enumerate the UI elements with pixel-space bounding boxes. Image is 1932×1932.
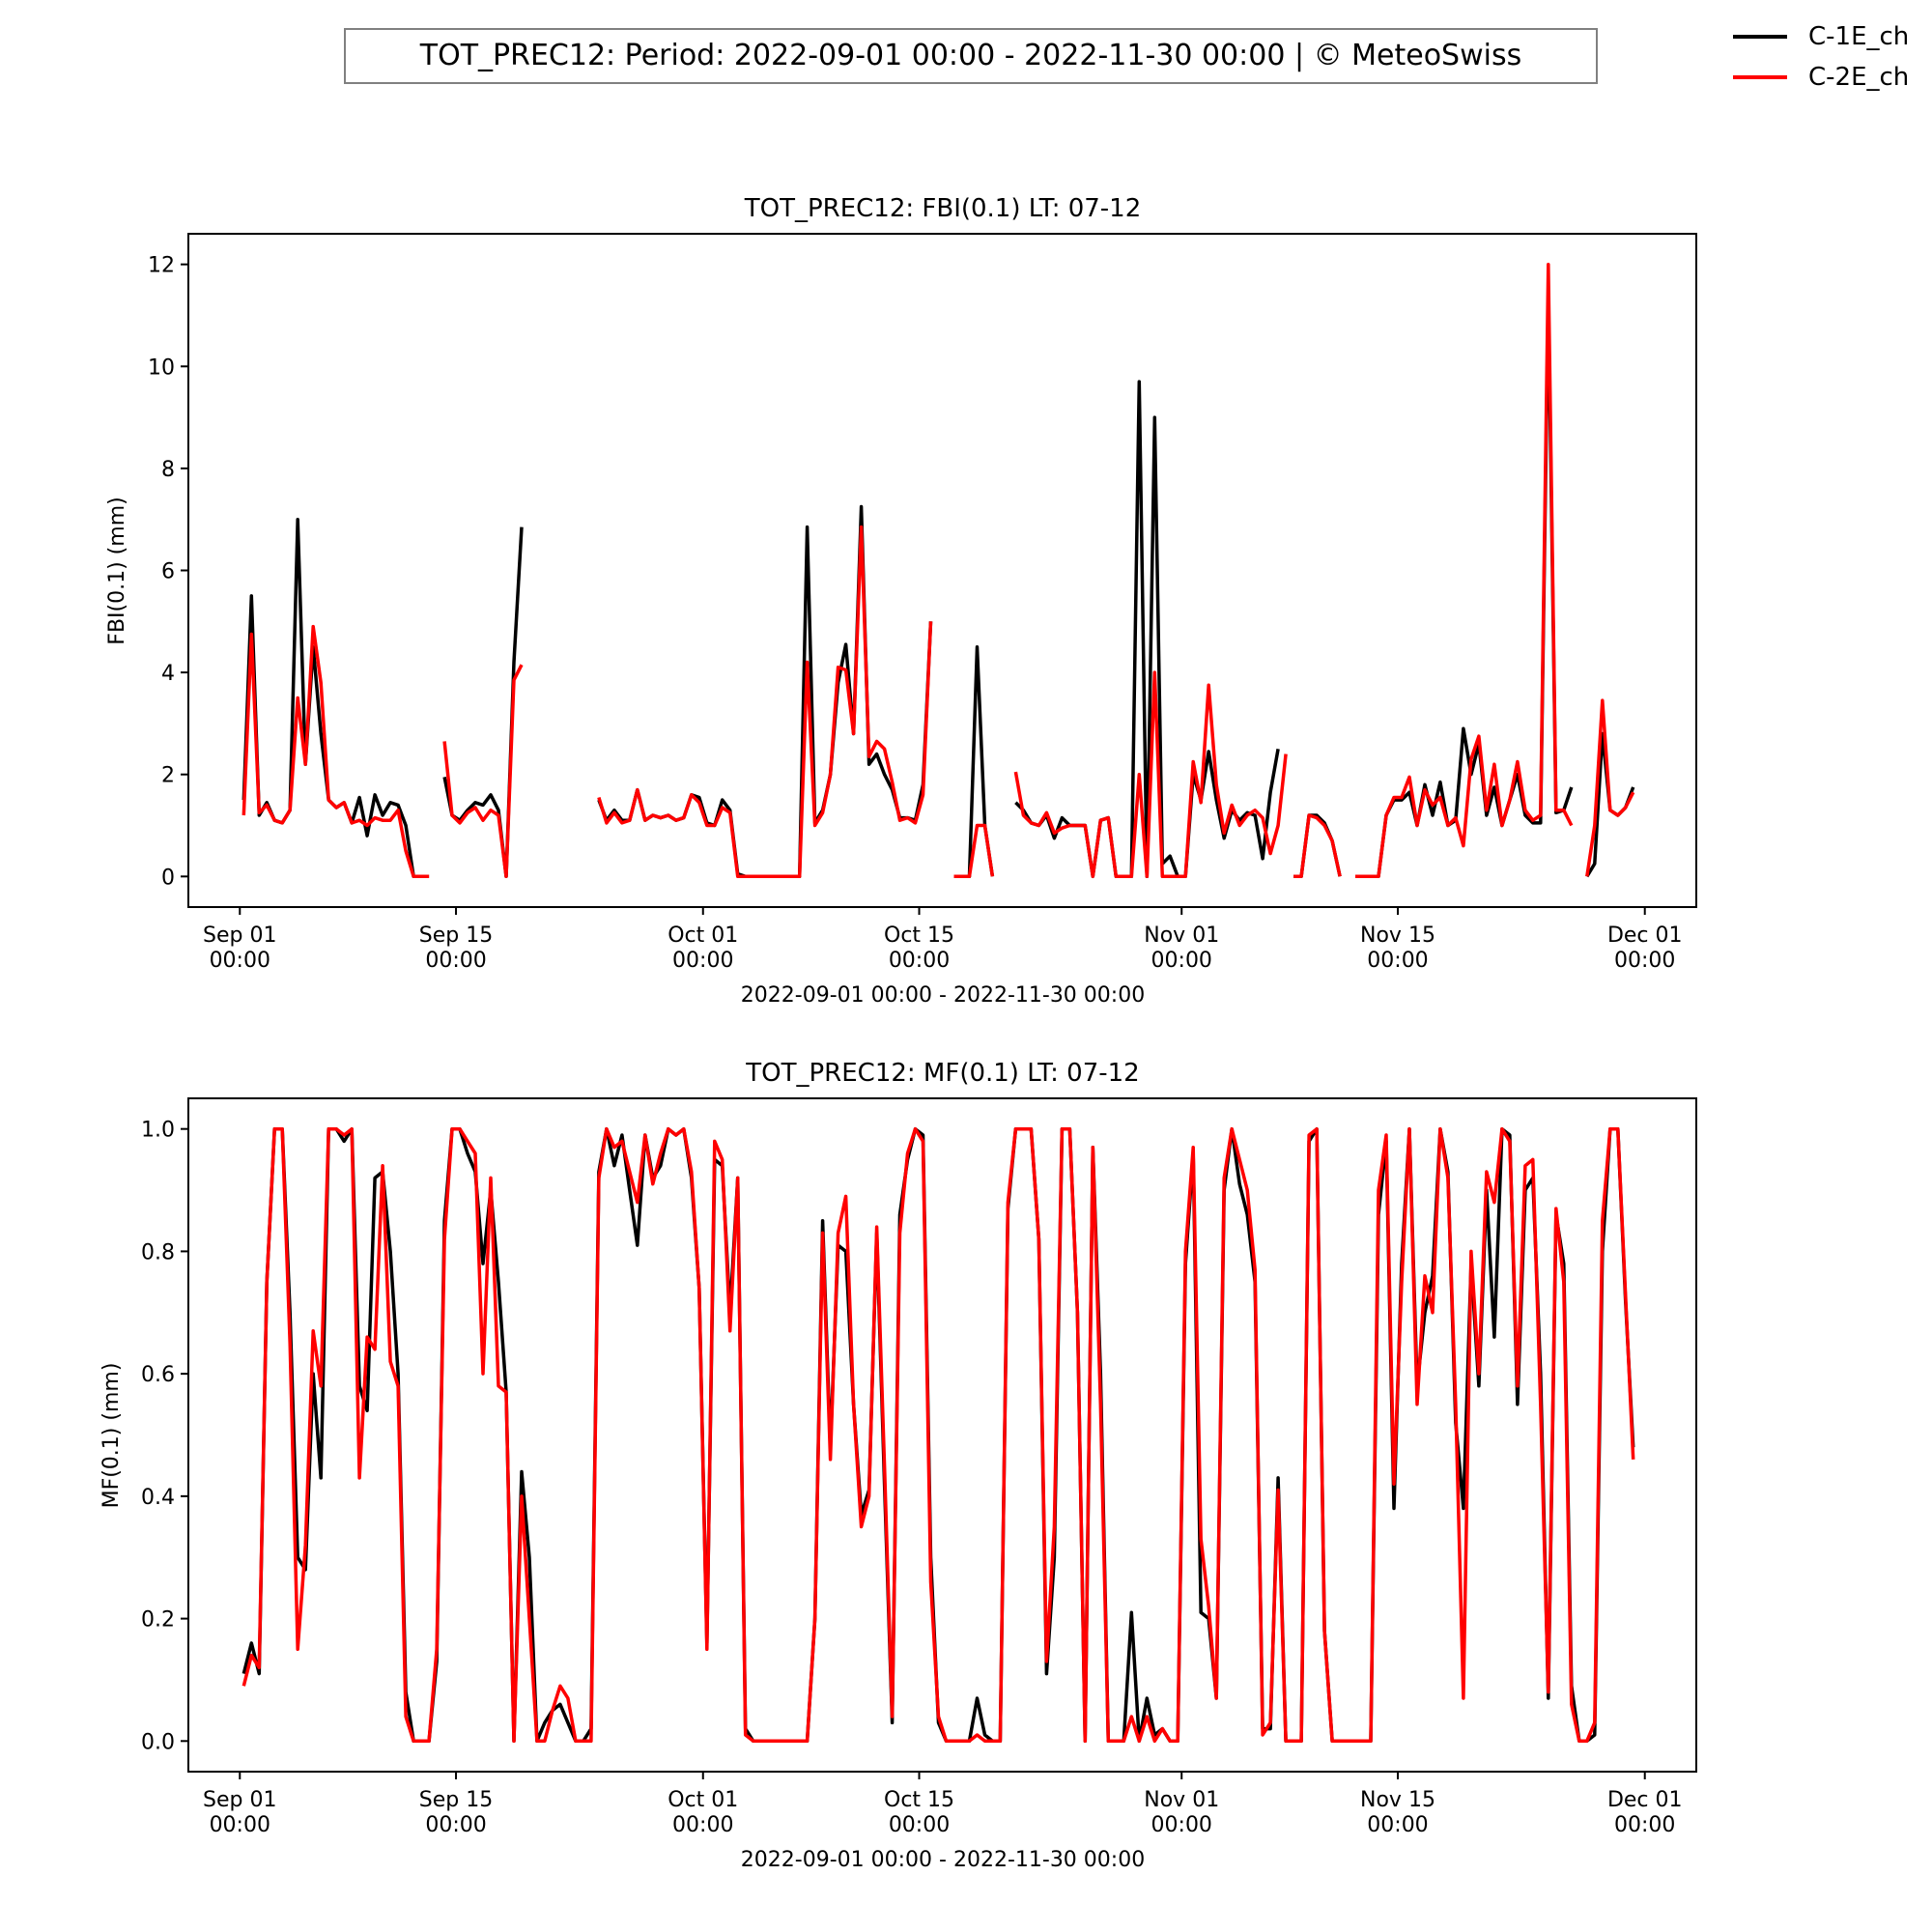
mf-plot-area xyxy=(187,1097,1697,1773)
mf-y-tick-label: 0.2 xyxy=(141,1608,175,1633)
mf-x-tick-label: Nov 01 xyxy=(1144,1788,1219,1812)
fbi-x-tick-label: 00:00 xyxy=(1614,949,1675,973)
fbi-x-tick-label: Sep 01 xyxy=(203,923,276,948)
fbi-x-tick-label: Sep 15 xyxy=(419,923,493,948)
fbi-y-tick-label: 0 xyxy=(161,866,175,890)
legend-label-c2e: C-2E_ch xyxy=(1808,63,1909,92)
mf-x-tick-label: 00:00 xyxy=(1151,1813,1212,1837)
fbi-y-tick-label: 8 xyxy=(161,458,175,482)
mf-x-tick-label: 00:00 xyxy=(1614,1813,1675,1837)
fbi-x-tick-label: 00:00 xyxy=(210,949,270,973)
mf-y-tick-label: 0.6 xyxy=(141,1363,175,1387)
fbi-x-tick-label: Oct 15 xyxy=(884,923,954,948)
mf-x-tick-label: 00:00 xyxy=(425,1813,486,1837)
fbi-series-c-2e-ch-line xyxy=(1355,262,1574,879)
fbi-y-tick-label: 6 xyxy=(161,560,175,584)
mf-chart-title: TOT_PREC12: MF(0.1) LT: 07-12 xyxy=(745,1059,1139,1088)
fbi-x-tick-label: 00:00 xyxy=(889,949,950,973)
figure-title: TOT_PREC12: Period: 2022-09-01 00:00 - 2… xyxy=(344,28,1598,84)
fbi-series-c-2e-ch-line xyxy=(1585,698,1635,877)
mf-x-axis-label: 2022-09-01 00:00 - 2022-11-30 00:00 xyxy=(741,1848,1145,1872)
legend-label-c1e: C-1E_ch xyxy=(1808,22,1909,51)
fbi-y-tick-label: 12 xyxy=(148,254,175,278)
mf-y-tick-label: 0.4 xyxy=(141,1486,175,1510)
mf-y-tick-label: 1.0 xyxy=(141,1119,175,1143)
fbi-series-lines xyxy=(242,262,1635,879)
mf-y-tick-label: 0.8 xyxy=(141,1240,175,1264)
mf-x-tick-label: Oct 01 xyxy=(668,1788,738,1812)
fbi-y-tick-label: 2 xyxy=(161,764,175,788)
fbi-y-axis-label: FBI(0.1) (mm) xyxy=(105,497,129,644)
fbi-x-axis-label: 2022-09-01 00:00 - 2022-11-30 00:00 xyxy=(741,983,1145,1008)
fbi-series-c-2e-ch-line xyxy=(442,664,524,879)
mf-x-tick-label: 00:00 xyxy=(889,1813,950,1837)
figure-title-text: TOT_PREC12: Period: 2022-09-01 00:00 - 2… xyxy=(419,39,1521,72)
fbi-x-tick-label: Nov 15 xyxy=(1360,923,1435,948)
fbi-x-tick-label: Nov 01 xyxy=(1144,923,1219,948)
mf-x-tick-label: Sep 01 xyxy=(203,1788,276,1812)
fbi-series-c-2e-ch-line xyxy=(1013,670,1288,879)
fbi-y-tick-label: 10 xyxy=(148,355,175,380)
mf-x-tick-label: Dec 01 xyxy=(1607,1788,1683,1812)
fbi-x-tick-label: Oct 01 xyxy=(668,923,738,948)
fbi-x-tick-label: Dec 01 xyxy=(1607,923,1683,948)
mf-x-tick-label: 00:00 xyxy=(672,1813,733,1837)
mf-x-tick-label: Oct 15 xyxy=(884,1788,954,1812)
mf-x-tick-label: 00:00 xyxy=(1367,1813,1428,1837)
fbi-x-tick-label: 00:00 xyxy=(1151,949,1212,973)
mf-y-tick-label: 0.0 xyxy=(141,1730,175,1754)
mf-x-tick-label: Sep 15 xyxy=(419,1788,493,1812)
fbi-chart-panel: TOT_PREC12: FBI(0.1) LT: 07-12 FBI(0.1) … xyxy=(105,194,1697,1008)
fbi-x-tick-label: 00:00 xyxy=(1367,949,1428,973)
mf-x-tick-label: Nov 15 xyxy=(1360,1788,1435,1812)
fbi-x-tick-label: 00:00 xyxy=(672,949,733,973)
fbi-y-tick-label: 4 xyxy=(161,662,175,686)
fbi-series-c-2e-ch-line xyxy=(242,624,430,879)
fbi-x-tick-label: 00:00 xyxy=(425,949,486,973)
mf-series-c-2e-ch-line xyxy=(242,1126,1635,1744)
fbi-series-c-2e-ch-line xyxy=(1293,813,1342,879)
legend: C-1E_ch C-2E_ch xyxy=(1733,22,1909,92)
mf-x-tick-label: 00:00 xyxy=(210,1813,270,1837)
mf-chart-panel: TOT_PREC12: MF(0.1) LT: 07-12 MF(0.1) (m… xyxy=(99,1059,1697,1872)
fbi-series-c-2e-ch-line xyxy=(597,525,933,879)
mf-y-axis-label: MF(0.1) (mm) xyxy=(99,1363,124,1509)
fbi-series-c-2e-ch-line xyxy=(953,823,995,879)
mf-series-lines xyxy=(242,1126,1635,1744)
fbi-chart-title: TOT_PREC12: FBI(0.1) LT: 07-12 xyxy=(744,194,1142,223)
